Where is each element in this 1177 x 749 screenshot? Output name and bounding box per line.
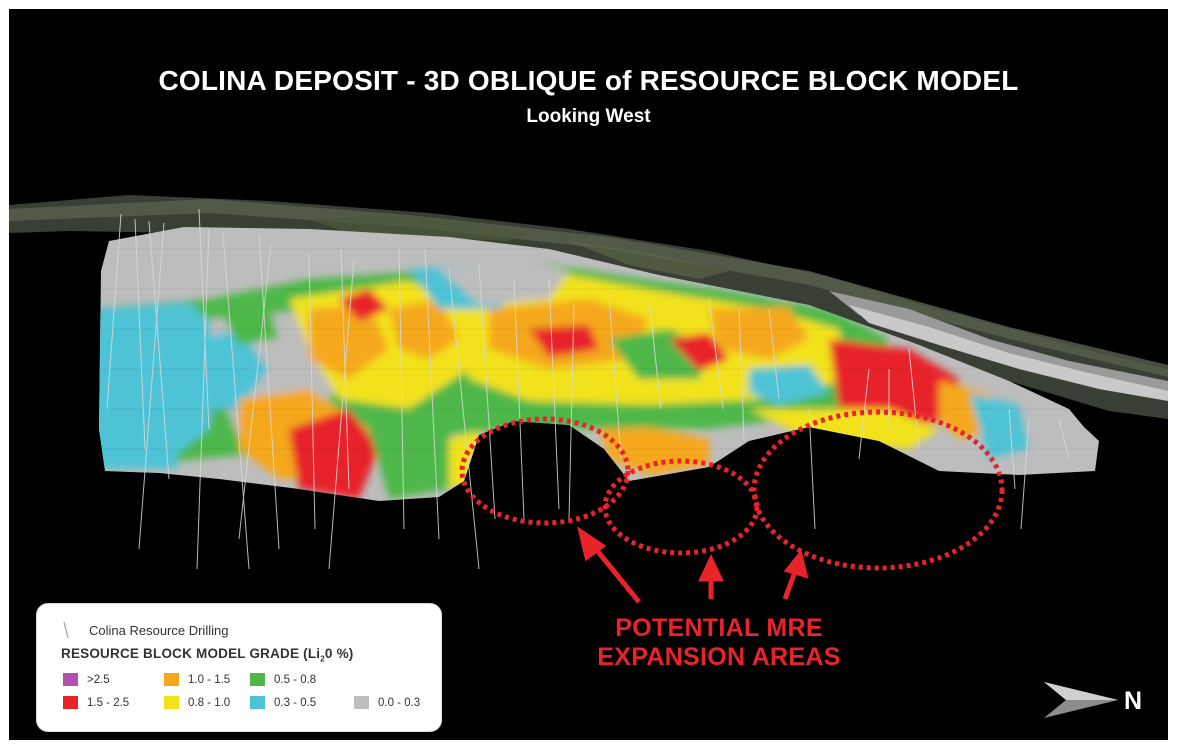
legend-drilling-entry: Colina Resource Drilling [57,621,228,639]
legend-item-gt-2-5: >2.5 [63,673,110,686]
callout-line-1: POTENTIAL MRE [615,614,823,642]
drill-trace-icon [63,621,69,639]
figure-title: COLINA DEPOSIT - 3D OBLIQUE of RESOURCE … [158,65,1019,96]
expansion-area-3 [751,409,1005,571]
legend-item-0-8-1-0: 0.8 - 1.0 [164,696,230,709]
north-label: N [1124,687,1142,715]
legend-title: RESOURCE BLOCK MODEL GRADE (Li20 %) [61,646,354,664]
legend-swatch [354,696,369,709]
legend-item-0-5-0-8: 0.5 - 0.8 [250,673,316,686]
arrow-1 [589,541,641,604]
legend-swatch [164,696,179,709]
block-model-scene [9,195,1168,604]
legend-item-0-0-0-3: 0.0 - 0.3 [354,696,420,709]
legend-item-1-0-1-5: 1.0 - 1.5 [164,673,230,686]
legend-swatch [63,673,78,686]
legend-drilling-label: Colina Resource Drilling [89,622,229,638]
legend-item-1-5-2-5: 1.5 - 2.5 [63,696,129,709]
expansion-area-1 [459,416,631,526]
expansion-callout: POTENTIAL MRE EXPANSION AREAS [549,614,889,672]
legend-swatch [63,696,78,709]
callout-line-2: EXPANSION AREAS [597,643,841,671]
figure-subtitle: Looking West [526,106,651,127]
model-viewport: COLINA DEPOSIT - 3D OBLIQUE of RESOURCE … [9,9,1168,740]
legend-swatch [164,673,179,686]
callout-arrows [577,526,809,604]
legend-swatch [250,673,265,686]
north-arrow-icon: N [1044,682,1142,718]
drill-traces [106,208,1070,570]
block-model-body [99,227,1099,501]
topography-surface [9,195,1168,419]
legend-item-0-3-0-5: 0.3 - 0.5 [250,696,316,709]
expansion-area-2 [602,458,760,556]
legend-swatch [250,696,265,709]
expansion-area-markers [459,409,1005,571]
legend-panel: Colina Resource Drilling RESOURCE BLOCK … [36,603,442,732]
